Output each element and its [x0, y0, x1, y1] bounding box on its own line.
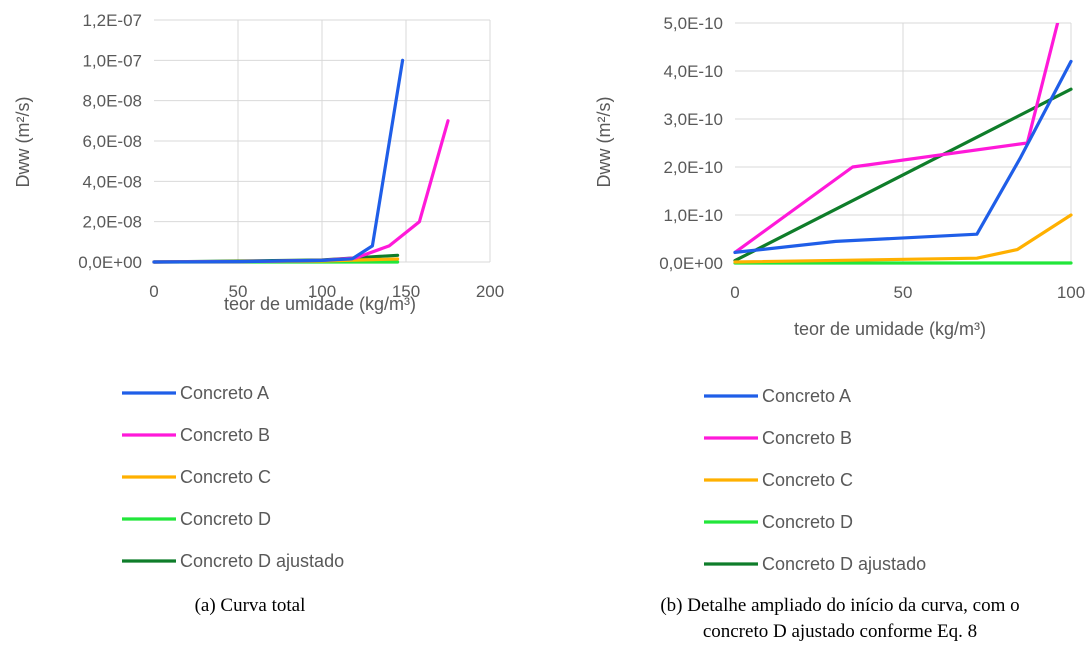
y-tick-label: 4,0E-08 — [82, 172, 142, 191]
legend-label: Concreto B — [180, 425, 270, 445]
y-tick-label: 5,0E-10 — [663, 14, 723, 33]
legend: Concreto A Concreto B Concreto C Concreto D… — [704, 386, 926, 574]
x-axis-label: teor de umidade (kg/m³) — [224, 294, 416, 314]
x-tick-label: 50 — [229, 282, 248, 301]
chart-curva-total: 0,0E+00 2,0E-08 4,0E-08 6,0E-08 8,0E-08 1,0E-… — [13, 11, 504, 616]
y-tick-label: 8,0E-08 — [82, 92, 142, 111]
y-axis-label: Dww (m²/s) — [13, 97, 33, 188]
tick-labels: 0,0E+00 2,0E-08 4,0E-08 6,0E-08 8,0E-08 1,0E-… — [78, 11, 504, 301]
legend-label: Concreto B — [762, 428, 852, 448]
caption-line-2: concreto D ajustado conforme Eq. 8 — [703, 621, 977, 642]
y-tick-label: 1,0E-10 — [663, 206, 723, 225]
y-tick-label: 4,0E-10 — [663, 62, 723, 81]
y-tick-label: 3,0E-10 — [663, 110, 723, 129]
series-line-concreto-b — [733, 23, 1060, 254]
chart-detalhe-ampliado: 0,0E+00 1,0E-10 2,0E-10 3,0E-10 4,0E-10 5,0E-… — [594, 14, 1085, 642]
legend-label: Concreto D ajustado — [762, 554, 926, 574]
x-tick-label: 0 — [730, 283, 739, 302]
x-tick-label: 100 — [308, 282, 336, 301]
y-tick-label: 2,0E-08 — [82, 213, 142, 232]
x-axis-label: teor de umidade (kg/m³) — [794, 319, 986, 339]
series-line-concreto-a — [733, 59, 1073, 254]
series-line-concreto-c — [733, 213, 1073, 264]
legend-label: Concreto A — [180, 383, 269, 403]
y-tick-label: 0,0E+00 — [78, 253, 142, 272]
series-line-concreto-a — [152, 58, 405, 264]
x-tick-label: 150 — [392, 282, 420, 301]
legend-label: Concreto D ajustado — [180, 551, 344, 571]
legend-label: Concreto C — [762, 470, 853, 490]
series-lines — [152, 58, 450, 264]
y-tick-label: 1,2E-07 — [82, 11, 142, 30]
grid-lines — [154, 19, 491, 263]
caption: (a) Curva total — [195, 595, 306, 616]
y-axis-label: Dww (m²/s) — [594, 97, 614, 188]
tick-labels: 0,0E+00 1,0E-10 2,0E-10 3,0E-10 4,0E-10 5,0E-… — [659, 14, 1085, 302]
legend-label: Concreto A — [762, 386, 851, 406]
x-tick-label: 0 — [149, 282, 158, 301]
legend-label: Concreto C — [180, 467, 271, 487]
x-tick-label: 50 — [894, 283, 913, 302]
legend: Concreto A Concreto B Concreto C Concreto D… — [122, 383, 344, 571]
y-tick-label: 2,0E-10 — [663, 158, 723, 177]
y-tick-label: 6,0E-08 — [82, 132, 142, 151]
x-tick-label: 100 — [1057, 283, 1085, 302]
legend-label: Concreto D — [762, 512, 853, 532]
y-tick-label: 1,0E-07 — [82, 51, 142, 70]
caption-line-1: (b) Detalhe ampliado do início da curva,… — [660, 595, 1019, 616]
series-line-concreto-b — [152, 119, 450, 264]
x-tick-label: 200 — [476, 282, 504, 301]
series-line-concreto-d-ajustado — [733, 87, 1073, 263]
series-lines — [733, 23, 1073, 265]
y-tick-label: 0,0E+00 — [659, 254, 723, 273]
legend-label: Concreto D — [180, 509, 271, 529]
